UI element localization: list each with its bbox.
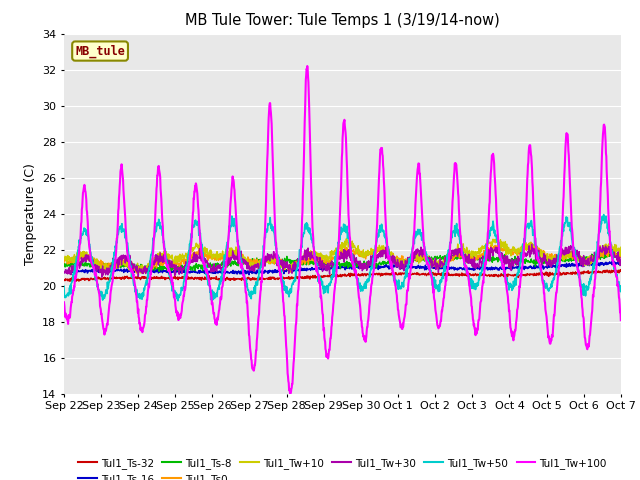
Legend: Tul1_Ts-32, Tul1_Ts-16, Tul1_Ts-8, Tul1_Ts0, Tul1_Tw+10, Tul1_Tw+30, Tul1_Tw+50,: Tul1_Ts-32, Tul1_Ts-16, Tul1_Ts-8, Tul1_… — [74, 454, 611, 480]
Title: MB Tule Tower: Tule Temps 1 (3/19/14-now): MB Tule Tower: Tule Temps 1 (3/19/14-now… — [185, 13, 500, 28]
Y-axis label: Temperature (C): Temperature (C) — [24, 163, 36, 264]
Text: MB_tule: MB_tule — [75, 44, 125, 58]
